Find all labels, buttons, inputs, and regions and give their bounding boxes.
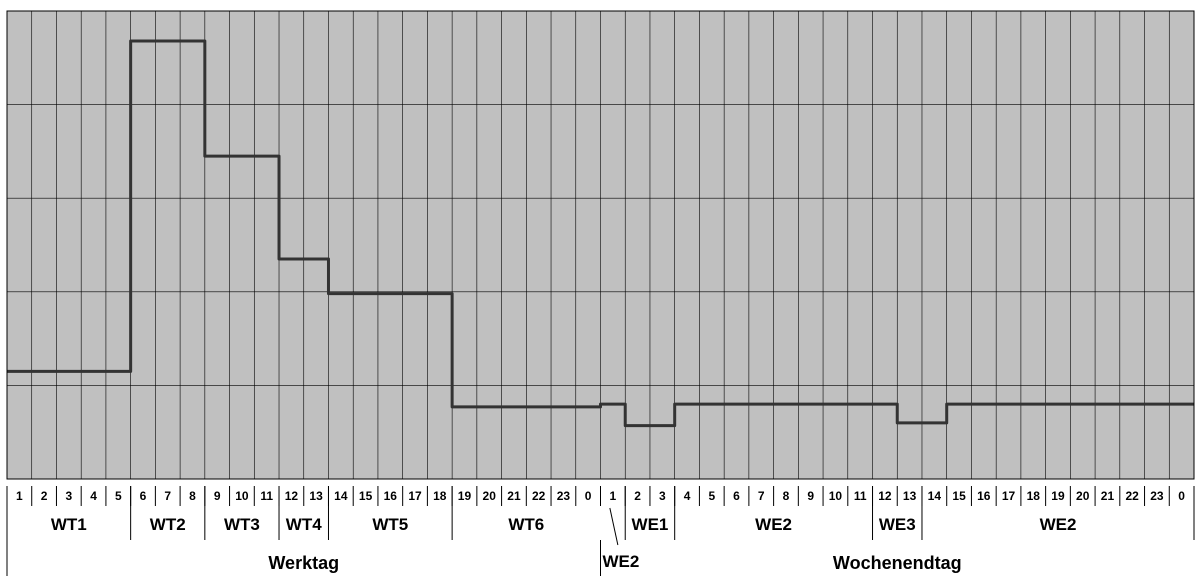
- hour-label: 22: [1125, 489, 1139, 503]
- hour-label: 1: [16, 489, 23, 503]
- hour-label: 18: [433, 489, 447, 503]
- section-label: Wochenendtag: [833, 553, 962, 573]
- hour-label: 0: [585, 489, 592, 503]
- hour-label: 2: [41, 489, 48, 503]
- hour-label: 13: [903, 489, 917, 503]
- hour-label: 6: [140, 489, 147, 503]
- hour-label: 6: [733, 489, 740, 503]
- group-label: WE2: [755, 515, 792, 534]
- hour-label: 17: [1002, 489, 1016, 503]
- hour-label: 22: [532, 489, 546, 503]
- hour-label: 15: [359, 489, 373, 503]
- hour-label: 21: [507, 489, 521, 503]
- group-label: WE2: [1040, 515, 1077, 534]
- hour-label: 9: [807, 489, 814, 503]
- group-separators: [6, 486, 1195, 540]
- hour-label: 1: [610, 489, 617, 503]
- series-layer: [7, 39, 1194, 428]
- hour-label: 19: [1051, 489, 1065, 503]
- hour-tick-labels: 1 2 3 4 5 6 7 8 9 10 11 12 13 14 15 16 17 18 19 20 21 22 23 0 1 2…: [16, 486, 1185, 506]
- section-label: Werktag: [268, 553, 339, 573]
- hour-label: 17: [408, 489, 422, 503]
- hour-label: 20: [1076, 489, 1090, 503]
- group-label: WT4: [286, 515, 322, 534]
- hour-label: 3: [659, 489, 666, 503]
- series-line: [7, 39, 1194, 428]
- group-labels: WT1 WT2 WT3 WT4 WT5 WT6 WE1 WE2 WE3 WE2: [51, 515, 1077, 534]
- we2-callout-label: WE2: [603, 552, 640, 571]
- group-label: WT2: [150, 515, 186, 534]
- hour-label: 2: [634, 489, 641, 503]
- hour-label: 4: [90, 489, 97, 503]
- vertical-gridlines: [31, 11, 1170, 479]
- hour-label: 12: [878, 489, 892, 503]
- hour-label: 14: [928, 489, 942, 503]
- hour-label: 10: [235, 489, 249, 503]
- hour-label: 9: [214, 489, 221, 503]
- group-label: WT3: [224, 515, 260, 534]
- hour-label: 8: [783, 489, 790, 503]
- hour-label: 4: [684, 489, 691, 503]
- group-label: WE1: [632, 515, 669, 534]
- hour-label: 13: [309, 489, 323, 503]
- hour-label: 8: [189, 489, 196, 503]
- group-label: WT6: [508, 515, 544, 534]
- hour-label: 11: [854, 489, 867, 503]
- hour-label: 16: [977, 489, 991, 503]
- hour-label: 23: [1150, 489, 1164, 503]
- hour-label: 3: [65, 489, 72, 503]
- group-label: WE3: [879, 515, 916, 534]
- hour-label: 14: [334, 489, 348, 503]
- hour-label: 12: [285, 489, 299, 503]
- hour-label: 21: [1101, 489, 1115, 503]
- hour-label: 18: [1027, 489, 1041, 503]
- plot-frame: [6, 10, 1195, 480]
- hour-label: 20: [483, 489, 497, 503]
- hour-label: 7: [164, 489, 171, 503]
- we2-callout-pointer: [609, 507, 619, 546]
- horizontal-gridlines: [7, 104, 1194, 386]
- group-label: WT1: [51, 515, 87, 534]
- hour-label: 5: [708, 489, 715, 503]
- hour-label: 19: [458, 489, 472, 503]
- hour-label: 7: [758, 489, 765, 503]
- hour-label: 5: [115, 489, 122, 503]
- group-label: WT5: [372, 515, 408, 534]
- section-labels: WE2 Werktag Wochenendtag: [6, 507, 962, 576]
- hour-label: 10: [829, 489, 843, 503]
- hour-label: 15: [952, 489, 966, 503]
- hour-label: 16: [384, 489, 398, 503]
- hour-label: 23: [557, 489, 571, 503]
- hour-label: 11: [260, 489, 273, 503]
- hour-label: 0: [1178, 489, 1185, 503]
